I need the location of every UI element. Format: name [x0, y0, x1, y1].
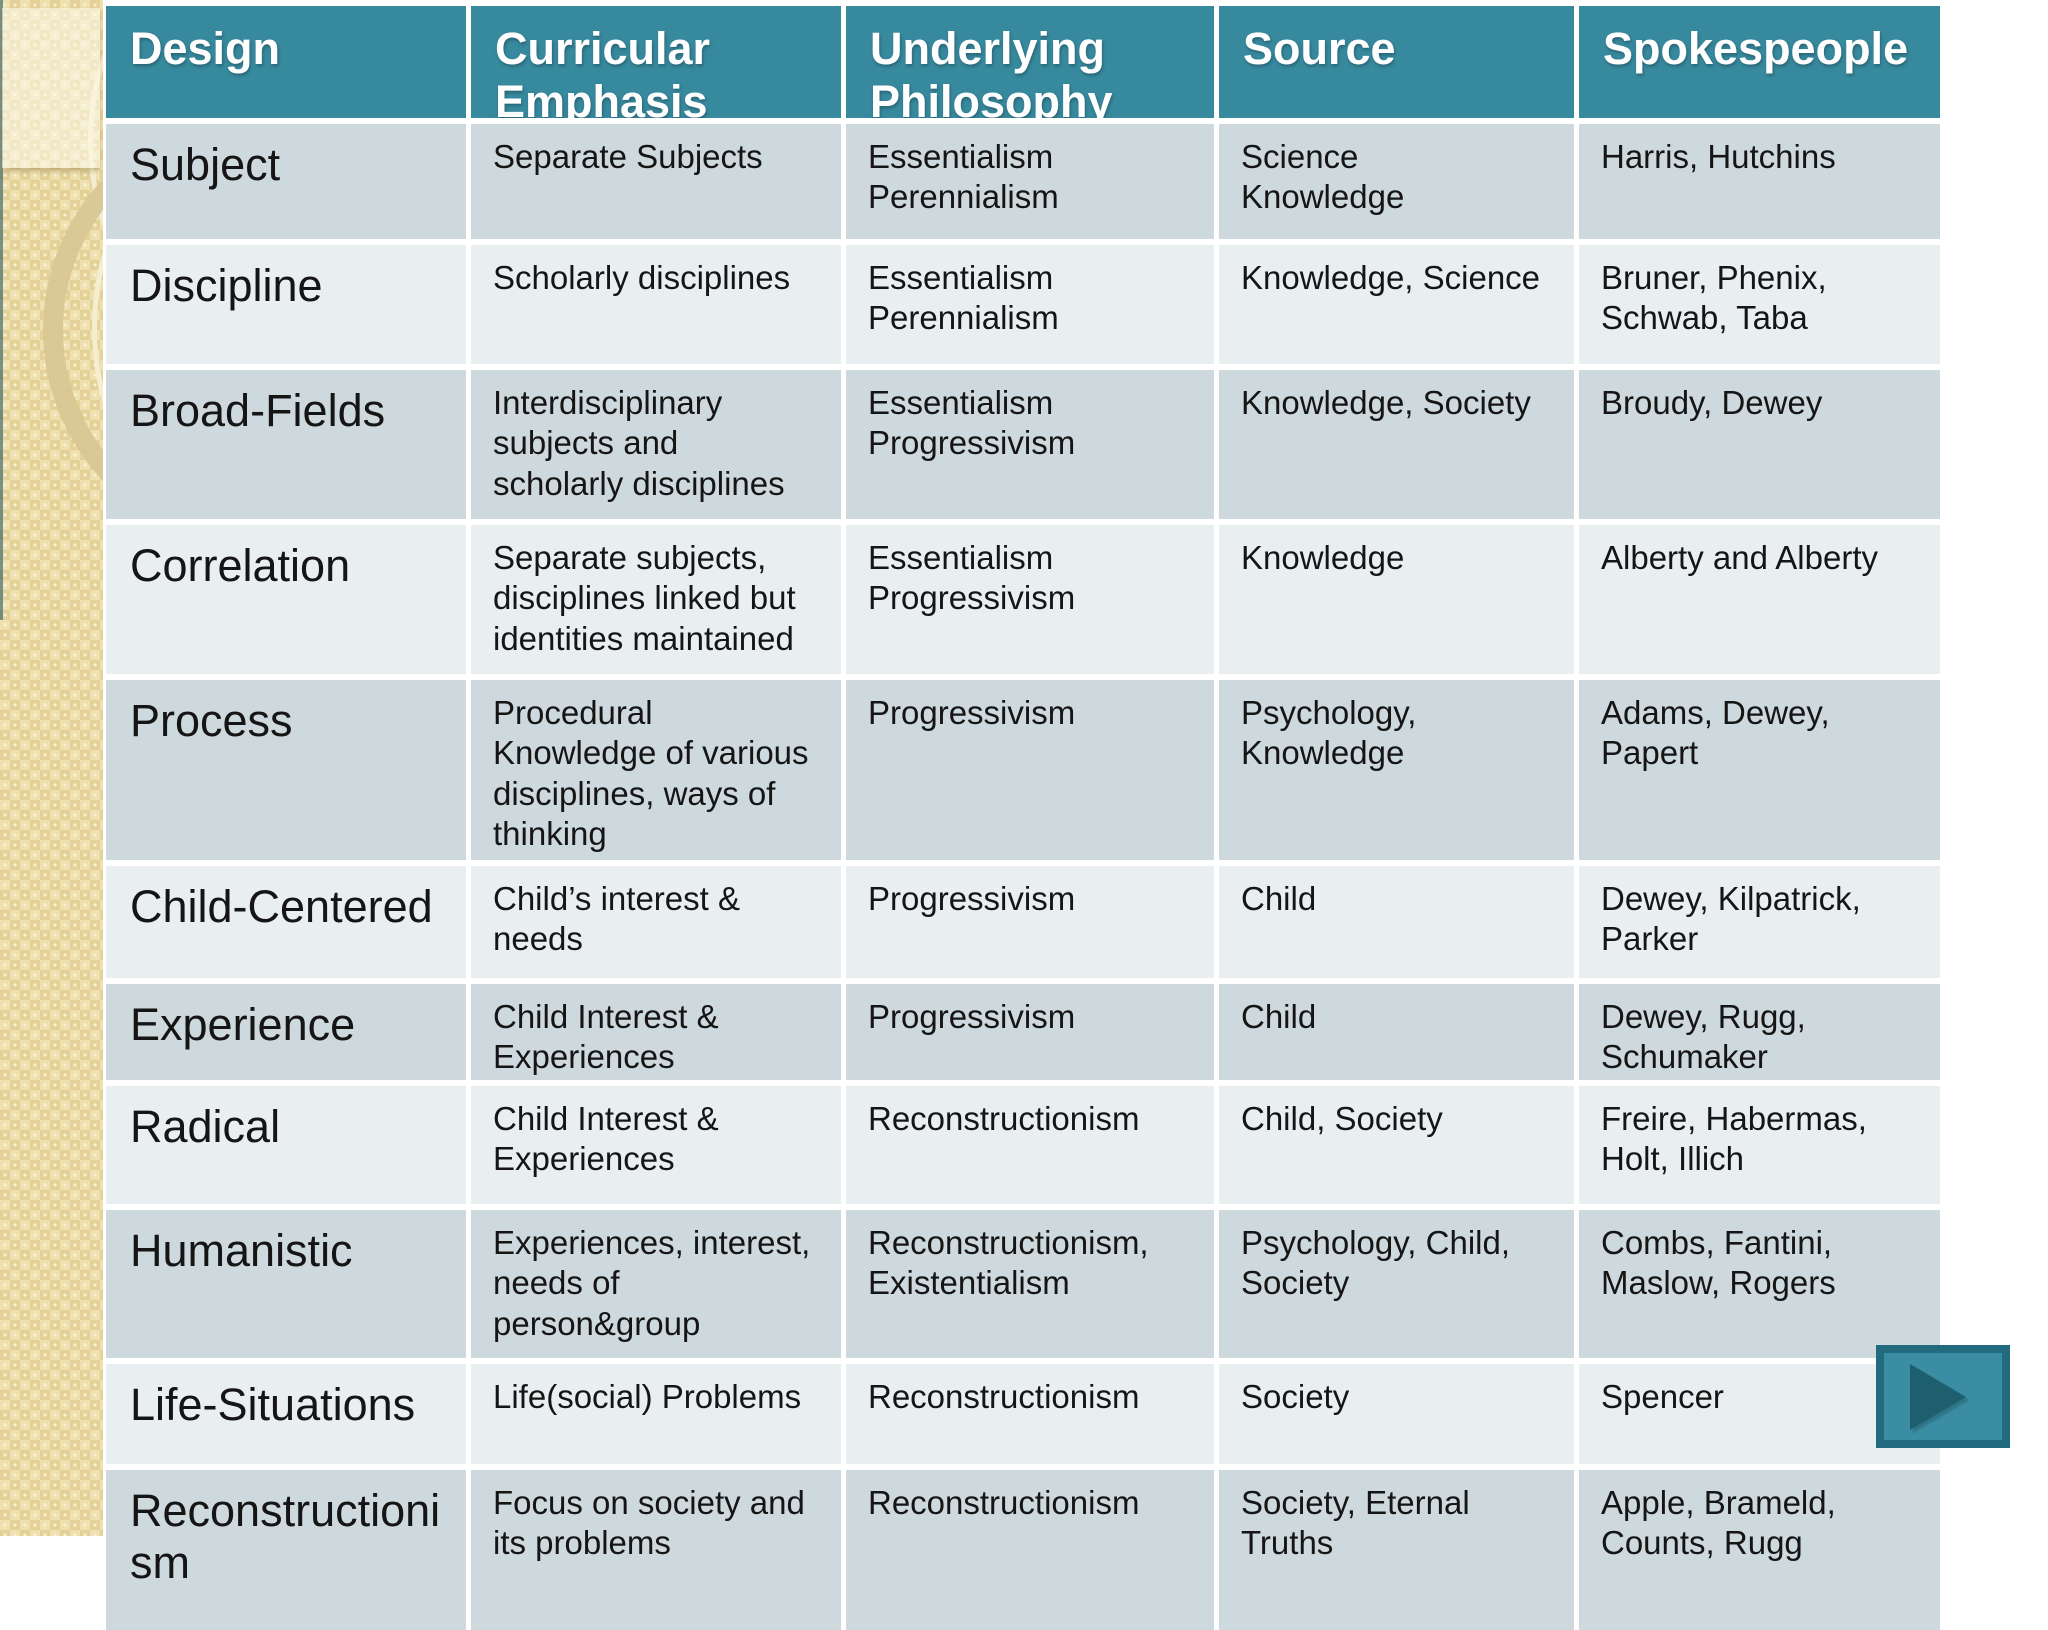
table-row-reconstructionism: Reconstructionism Focus on society and i… [106, 1470, 1940, 1630]
cell-design: Subject [106, 124, 466, 239]
table-row-broad-fields: Broad-Fields Interdisciplinary subjects … [106, 370, 1940, 519]
cell-philosophy: Progressivism [846, 984, 1214, 1080]
cell-source: Knowledge, Science [1219, 245, 1574, 364]
cell-design: Reconstructionism [106, 1470, 466, 1630]
cell-spokespeople: Freire, Habermas, Holt, Illich [1579, 1086, 1940, 1204]
play-icon [1910, 1363, 1966, 1430]
cell-philosophy: Reconstructionism [846, 1086, 1214, 1204]
cell-design: Experience [106, 984, 466, 1080]
cell-emphasis: Focus on society and its problems [471, 1470, 841, 1630]
cell-source: Knowledge, Society [1219, 370, 1574, 519]
column-header-source: Source [1219, 6, 1574, 118]
slide-left-edge [0, 0, 3, 620]
cell-source: Psychology, Child, Society [1219, 1210, 1574, 1358]
cell-source: Science Knowledge [1219, 124, 1574, 239]
curriculum-design-table: Design Curricular Emphasis Underlying Ph… [106, 6, 1940, 1630]
column-header-philosophy: Underlying Philosophy [846, 6, 1214, 118]
column-header-spokespeople: Spokespeople [1579, 6, 1940, 118]
cell-source: Psychology, Knowledge [1219, 680, 1574, 860]
cell-design: Child-Centered [106, 866, 466, 978]
cell-philosophy: Essentialism Progressivism [846, 525, 1214, 674]
cell-design: Broad-Fields [106, 370, 466, 519]
cell-philosophy: Progressivism [846, 680, 1214, 860]
column-header-emphasis: Curricular Emphasis [471, 6, 841, 118]
cell-emphasis: Child’s interest & needs [471, 866, 841, 978]
cell-design: Process [106, 680, 466, 860]
table-row-child-centered: Child-Centered Child’s interest & needs … [106, 866, 1940, 978]
cell-source: Society, Eternal Truths [1219, 1470, 1574, 1630]
sidebar-decoration [0, 0, 103, 1536]
cell-spokespeople: Adams, Dewey, Papert [1579, 680, 1940, 860]
cell-emphasis: Life(social) Problems [471, 1364, 841, 1464]
cell-spokespeople: Dewey, Kilpatrick, Parker [1579, 866, 1940, 978]
table-row-discipline: Discipline Scholarly disciplines Essenti… [106, 245, 1940, 364]
cell-spokespeople: Broudy, Dewey [1579, 370, 1940, 519]
cell-design: Humanistic [106, 1210, 466, 1358]
table-row-experience: Experience Child Interest & Experiences … [106, 984, 1940, 1080]
cell-source: Knowledge [1219, 525, 1574, 674]
cell-philosophy: Essentialism Progressivism [846, 370, 1214, 519]
cell-philosophy: Reconstructionism, Existentialism [846, 1210, 1214, 1358]
cell-philosophy: Essentialism Perennialism [846, 245, 1214, 364]
cell-emphasis: Separate Subjects [471, 124, 841, 239]
table-row-radical: Radical Child Interest & Experiences Rec… [106, 1086, 1940, 1204]
cell-emphasis: Interdisciplinary subjects and scholarly… [471, 370, 841, 519]
cell-emphasis: Separate subjects, disciplines linked bu… [471, 525, 841, 674]
cell-design: Life-Situations [106, 1364, 466, 1464]
cell-philosophy: Progressivism [846, 866, 1214, 978]
cell-design: Correlation [106, 525, 466, 674]
cell-spokespeople: Combs, Fantini, Maslow, Rogers [1579, 1210, 1940, 1358]
cell-emphasis: Scholarly disciplines [471, 245, 841, 364]
table-row-life-situations: Life-Situations Life(social) Problems Re… [106, 1364, 1940, 1464]
cell-philosophy: Essentialism Perennialism [846, 124, 1214, 239]
table-row-subject: Subject Separate Subjects Essentialism P… [106, 124, 1940, 239]
cell-emphasis: Experiences, interest, needs of person&g… [471, 1210, 841, 1358]
sidebar-panel [2, 8, 100, 168]
cell-spokespeople: Dewey, Rugg, Schumaker [1579, 984, 1940, 1080]
cell-spokespeople: Harris, Hutchins [1579, 124, 1940, 239]
table-row-process: Process Procedural Knowledge of various … [106, 680, 1940, 860]
cell-philosophy: Reconstructionism [846, 1364, 1214, 1464]
cell-source: Child [1219, 866, 1574, 978]
cell-emphasis: Procedural Knowledge of various discipli… [471, 680, 841, 860]
cell-source: Child [1219, 984, 1574, 1080]
table-header-row: Design Curricular Emphasis Underlying Ph… [106, 6, 1940, 118]
table-row-humanistic: Humanistic Experiences, interest, needs … [106, 1210, 1940, 1358]
cell-spokespeople: Bruner, Phenix, Schwab, Taba [1579, 245, 1940, 364]
cell-spokespeople: Alberty and Alberty [1579, 525, 1940, 674]
cell-philosophy: Reconstructionism [846, 1470, 1214, 1630]
table-row-correlation: Correlation Separate subjects, disciplin… [106, 525, 1940, 674]
next-slide-button[interactable] [1876, 1345, 2010, 1448]
cell-design: Radical [106, 1086, 466, 1204]
cell-design: Discipline [106, 245, 466, 364]
cell-spokespeople: Apple, Brameld, Counts, Rugg [1579, 1470, 1940, 1630]
column-header-design: Design [106, 6, 466, 118]
cell-source: Society [1219, 1364, 1574, 1464]
cell-emphasis: Child Interest & Experiences [471, 1086, 841, 1204]
cell-emphasis: Child Interest & Experiences [471, 984, 841, 1080]
cell-source: Child, Society [1219, 1086, 1574, 1204]
